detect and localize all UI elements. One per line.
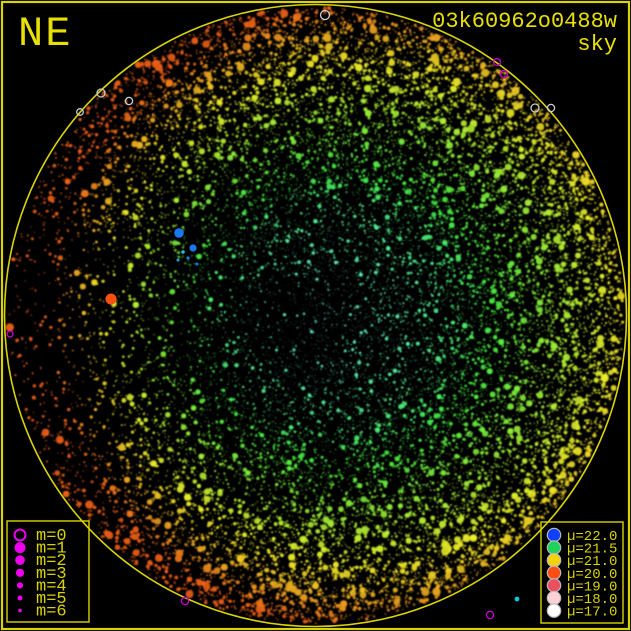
svg-text:µ=17.0: µ=17.0 [567, 605, 617, 621]
